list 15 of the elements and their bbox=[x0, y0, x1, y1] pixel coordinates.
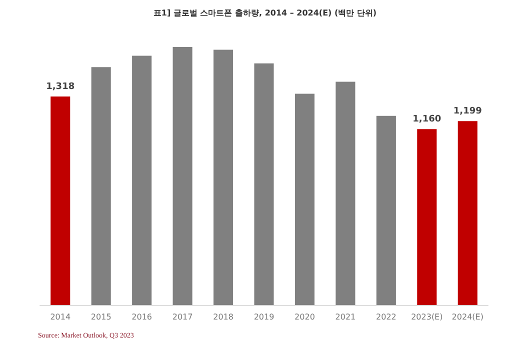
data-label: 1,199 bbox=[453, 106, 482, 117]
chart-title: 표1] 글로벌 스마트폰 출하량, 2014 – 2024(E) (백만 단위) bbox=[153, 8, 377, 18]
x-tick-label: 2017 bbox=[172, 312, 193, 322]
x-tick-label: 2016 bbox=[132, 312, 152, 322]
x-tick-label: 2023(E) bbox=[411, 312, 443, 322]
x-tick-label: 2022 bbox=[376, 312, 396, 322]
x-tick-label: 2021 bbox=[335, 312, 356, 322]
x-tick-label: 2014 bbox=[50, 312, 71, 322]
data-label: 1,160 bbox=[412, 114, 442, 125]
data-label: 1,318 bbox=[46, 82, 75, 92]
x-tick-label: 2019 bbox=[254, 312, 274, 322]
x-tick-label: 2015 bbox=[90, 312, 112, 322]
x-tick-label: 2018 bbox=[213, 312, 234, 322]
x-tick-label: 2020 bbox=[294, 312, 315, 322]
x-tick-label: 2024(E) bbox=[452, 312, 484, 322]
